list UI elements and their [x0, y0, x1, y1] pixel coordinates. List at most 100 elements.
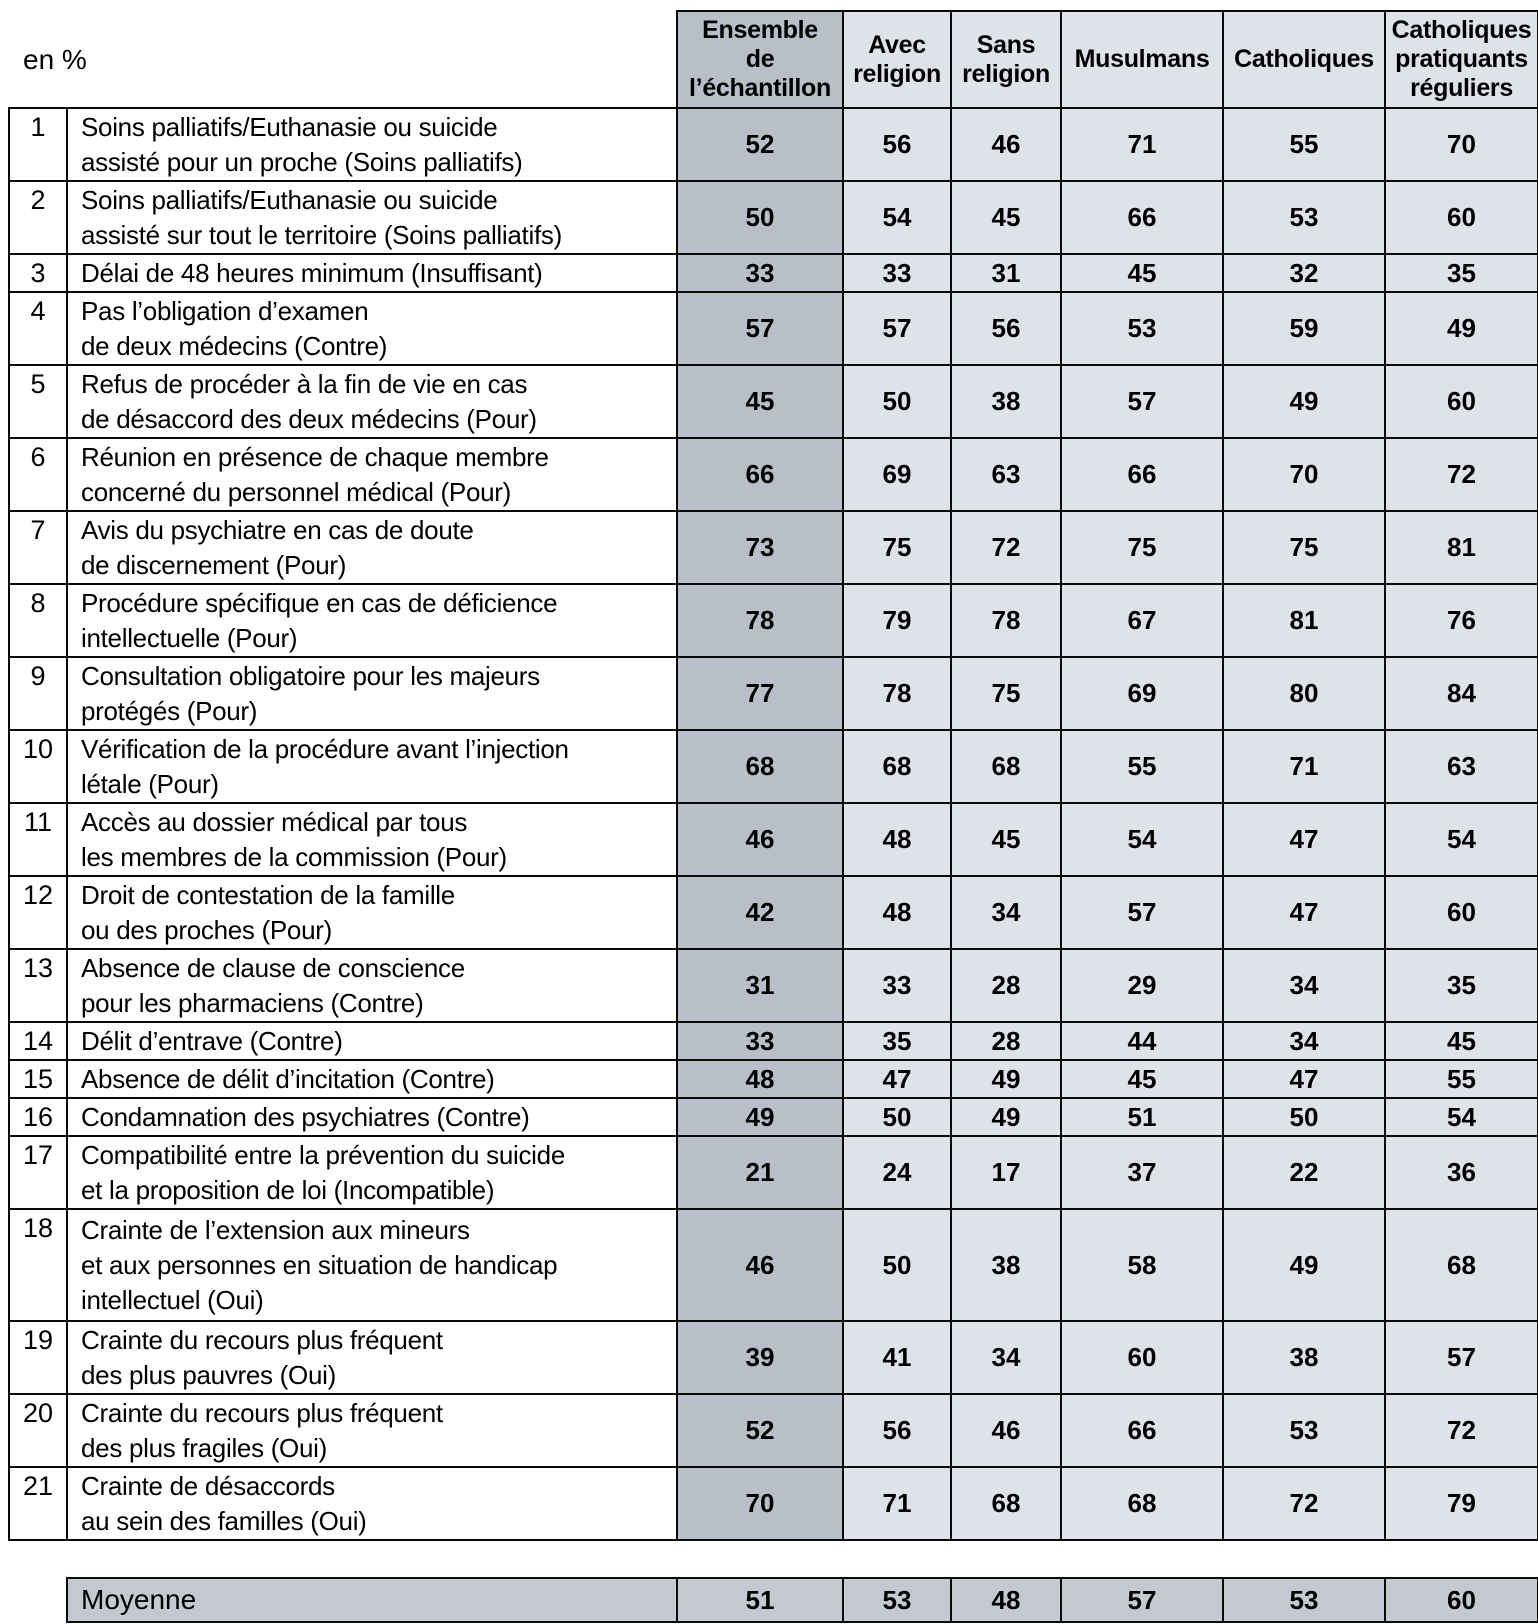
value-avec-religion: 56 — [842, 1393, 953, 1468]
value-catholiques: 72 — [1222, 1466, 1387, 1541]
average-value-catholiques-pratiquants: 60 — [1384, 1577, 1538, 1623]
value-ensemble: 45 — [676, 364, 845, 439]
value-catholiques-pratiquants: 54 — [1384, 802, 1538, 877]
value-catholiques: 38 — [1222, 1320, 1387, 1395]
row-label: Consultation obligatoire pour les majeur… — [65, 656, 679, 731]
row-label: Délai de 48 heures minimum (Insuffisant) — [65, 253, 679, 293]
value-avec-religion: 69 — [842, 437, 953, 512]
value-ensemble: 70 — [676, 1466, 845, 1541]
value-catholiques-pratiquants: 54 — [1384, 1097, 1538, 1137]
row-label: Procédure spécifique en cas de déficienc… — [65, 583, 679, 658]
value-catholiques: 53 — [1222, 1393, 1387, 1468]
row-number: 13 — [8, 948, 68, 1023]
value-catholiques-pratiquants: 72 — [1384, 437, 1538, 512]
value-sans-religion: 45 — [950, 802, 1063, 877]
header-row: en % Ensemble de l’échantillon Avec reli… — [9, 10, 1538, 109]
average-row-table: Moyenne 51 53 48 57 53 60 — [66, 1577, 1538, 1623]
row-label: Soins palliatifs/Euthanasie ou suicide a… — [65, 180, 679, 255]
value-catholiques-pratiquants: 68 — [1384, 1208, 1538, 1322]
column-header-catholiques: Catholiques — [1222, 10, 1387, 109]
value-catholiques-pratiquants: 55 — [1384, 1059, 1538, 1099]
row-label: Soins palliatifs/Euthanasie ou suicide a… — [65, 107, 679, 182]
row-number: 5 — [8, 364, 68, 439]
value-ensemble: 39 — [676, 1320, 845, 1395]
row-label: Accès au dossier médical par tous les me… — [65, 802, 679, 877]
table-row: 17 Compatibilité entre la prévention du s… — [8, 1135, 1538, 1210]
value-catholiques-pratiquants: 81 — [1384, 510, 1538, 585]
value-catholiques-pratiquants: 35 — [1384, 253, 1538, 293]
value-ensemble: 52 — [676, 107, 845, 182]
value-musulmans: 54 — [1060, 802, 1225, 877]
value-ensemble: 42 — [676, 875, 845, 950]
value-musulmans: 58 — [1060, 1208, 1225, 1322]
value-sans-religion: 28 — [950, 1021, 1063, 1061]
table-row: 9 Consultation obligatoire pour les majeu… — [8, 656, 1538, 731]
value-sans-religion: 28 — [950, 948, 1063, 1023]
value-catholiques-pratiquants: 60 — [1384, 875, 1538, 950]
value-catholiques: 34 — [1222, 948, 1387, 1023]
value-avec-religion: 35 — [842, 1021, 953, 1061]
table-row: 14 Délit d’entrave (Contre) 33 35 28 44 34 45 — [8, 1021, 1538, 1061]
value-avec-religion: 50 — [842, 1097, 953, 1137]
average-value-musulmans: 57 — [1060, 1577, 1224, 1623]
table-row: 7 Avis du psychiatre en cas de doute de d… — [8, 510, 1538, 585]
row-number: 21 — [8, 1466, 68, 1541]
average-label: Moyenne — [66, 1577, 678, 1623]
row-label: Compatibilité entre la prévention du sui… — [65, 1135, 679, 1210]
value-sans-religion: 34 — [950, 1320, 1063, 1395]
value-sans-religion: 78 — [950, 583, 1063, 658]
row-number: 4 — [8, 291, 68, 366]
value-musulmans: 51 — [1060, 1097, 1225, 1137]
value-avec-religion: 78 — [842, 656, 953, 731]
value-avec-religion: 71 — [842, 1466, 953, 1541]
row-label: Droit de contestation de la famille ou d… — [65, 875, 679, 950]
table-row: 5 Refus de procéder à la fin de vie en ca… — [8, 364, 1538, 439]
row-number: 12 — [8, 875, 68, 950]
value-musulmans: 57 — [1060, 875, 1225, 950]
table-row: 10 Vérification de la procédure avant l’i… — [8, 729, 1538, 804]
column-header-catholiques-pratiquants: Catholiques pratiquants réguliers — [1384, 10, 1538, 109]
value-avec-religion: 33 — [842, 948, 953, 1023]
row-number: 7 — [8, 510, 68, 585]
value-sans-religion: 31 — [950, 253, 1063, 293]
value-ensemble: 68 — [676, 729, 845, 804]
unit-label-cell: en % — [9, 11, 677, 108]
value-ensemble: 49 — [676, 1097, 845, 1137]
row-number: 6 — [8, 437, 68, 512]
value-ensemble: 73 — [676, 510, 845, 585]
value-ensemble: 57 — [676, 291, 845, 366]
value-catholiques: 32 — [1222, 253, 1387, 293]
value-musulmans: 66 — [1060, 1393, 1225, 1468]
row-label: Absence de délit d’incitation (Contre) — [65, 1059, 679, 1099]
value-sans-religion: 46 — [950, 1393, 1063, 1468]
value-catholiques: 81 — [1222, 583, 1387, 658]
value-ensemble: 31 — [676, 948, 845, 1023]
value-catholiques: 47 — [1222, 1059, 1387, 1099]
value-ensemble: 33 — [676, 253, 845, 293]
value-musulmans: 29 — [1060, 948, 1225, 1023]
table-row: 21 Crainte de désaccords au sein des fami… — [8, 1466, 1538, 1541]
value-sans-religion: 17 — [950, 1135, 1063, 1210]
value-musulmans: 55 — [1060, 729, 1225, 804]
average-value-catholiques: 53 — [1222, 1577, 1386, 1623]
row-number: 19 — [8, 1320, 68, 1395]
value-catholiques: 22 — [1222, 1135, 1387, 1210]
value-ensemble: 78 — [676, 583, 845, 658]
value-avec-religion: 56 — [842, 107, 953, 182]
average-value-avec-religion: 53 — [842, 1577, 952, 1623]
row-number: 9 — [8, 656, 68, 731]
value-ensemble: 33 — [676, 1021, 845, 1061]
value-sans-religion: 46 — [950, 107, 1063, 182]
row-number: 14 — [8, 1021, 68, 1061]
row-number: 3 — [8, 253, 68, 293]
value-musulmans: 53 — [1060, 291, 1225, 366]
value-sans-religion: 63 — [950, 437, 1063, 512]
survey-table: en % Ensemble de l’échantillon Avec reli… — [8, 10, 1538, 1541]
row-number: 2 — [8, 180, 68, 255]
row-label: Réunion en présence de chaque membre con… — [65, 437, 679, 512]
value-catholiques: 53 — [1222, 180, 1387, 255]
value-catholiques-pratiquants: 84 — [1384, 656, 1538, 731]
value-catholiques-pratiquants: 70 — [1384, 107, 1538, 182]
value-avec-religion: 24 — [842, 1135, 953, 1210]
